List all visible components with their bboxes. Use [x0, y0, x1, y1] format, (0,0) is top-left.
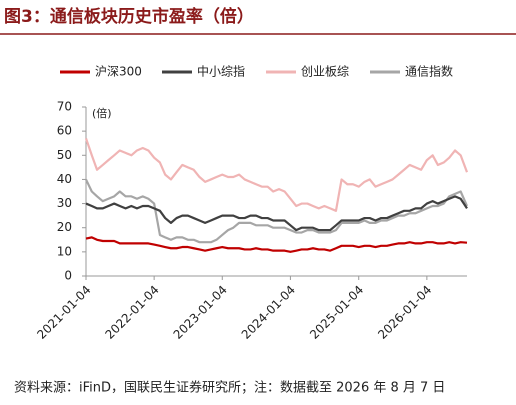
source-note: 资料来源：iFinD，国联民生证券研究所；注：数据截至 2026 年 8 月 7… — [14, 380, 445, 396]
x-tick-label: 2021-01-04 — [34, 283, 93, 342]
series-line — [85, 236, 468, 253]
y-tick-label: 70 — [57, 100, 72, 114]
y-tick-label: 30 — [57, 196, 72, 210]
y-tick-label: 20 — [57, 220, 72, 234]
series-line — [84, 138, 469, 212]
x-tick-label: 2023-01-04 — [171, 283, 230, 342]
series-line — [85, 178, 469, 244]
legend-label: 中小综指 — [197, 64, 245, 79]
legend-label: 创业板综 — [301, 65, 349, 79]
x-tick-label: 2025-01-04 — [307, 283, 366, 342]
y-tick-label: 10 — [57, 244, 72, 258]
y-axis-label: (倍) — [92, 106, 112, 120]
x-tick-label: 2022-01-04 — [103, 283, 162, 342]
x-tick-label: 2024-01-04 — [239, 283, 298, 342]
y-tick-label: 40 — [57, 172, 72, 186]
y-tick-label: 0 — [64, 269, 72, 283]
legend-label: 通信指数 — [405, 64, 453, 79]
legend-label: 沪深300 — [95, 65, 142, 79]
series-line — [85, 195, 468, 232]
chart-title: 图3：通信板块历史市盈率（倍） — [4, 6, 254, 27]
x-tick-label: 2026-01-04 — [375, 283, 434, 342]
y-tick-label: 50 — [57, 148, 72, 162]
y-tick-label: 60 — [57, 124, 72, 138]
